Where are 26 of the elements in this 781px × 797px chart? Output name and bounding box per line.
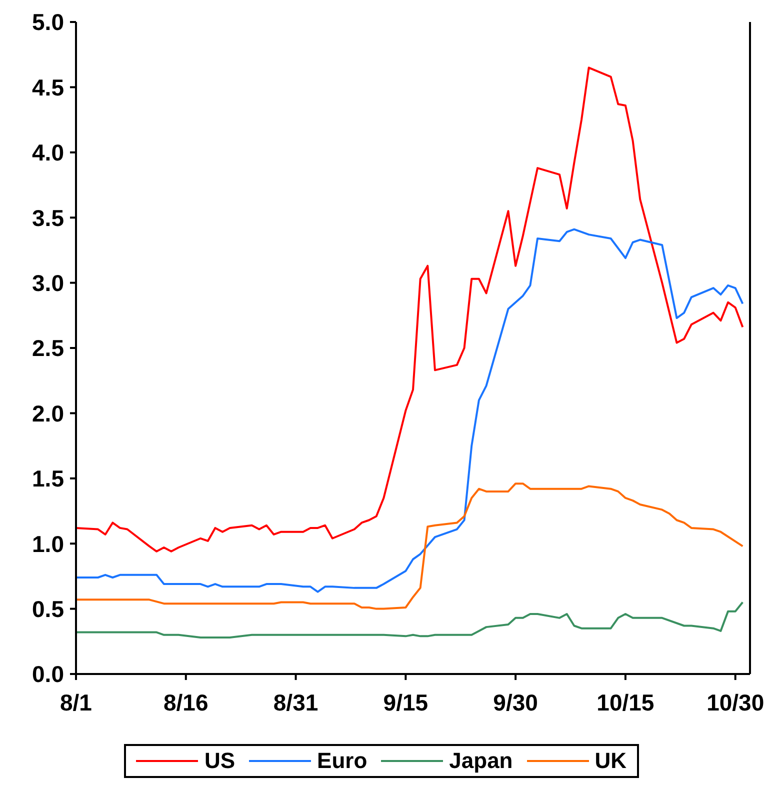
y-tick-label: 2.0	[32, 400, 64, 426]
y-tick-label: 3.5	[32, 204, 64, 231]
legend-label: Japan	[449, 748, 513, 774]
y-tick-label: 1.5	[32, 466, 64, 492]
x-tick-label: 10/30	[706, 689, 764, 716]
y-tick-label: 1.0	[32, 530, 64, 557]
legend-label: Euro	[317, 748, 368, 774]
y-tick-label: 3.0	[32, 270, 64, 296]
x-tick-label: 8/16	[164, 689, 208, 716]
y-tick-label: 2.5	[32, 335, 64, 362]
y-tick-label: 5.0	[32, 9, 64, 36]
y-tick-label: 0.0	[32, 661, 64, 688]
line-series	[76, 66, 744, 552]
x-tick-label: 10/15	[596, 689, 654, 716]
legend-label: UK	[594, 748, 627, 774]
y-tick-label: 0.5	[32, 596, 64, 622]
x-tick-label: 9/15	[383, 689, 428, 716]
x-tick-label: 8/1	[60, 689, 92, 716]
line-series	[76, 482, 744, 610]
legend-label: US	[204, 748, 236, 774]
x-tick-label: 8/31	[273, 689, 318, 716]
y-tick-label: 4.0	[32, 140, 64, 166]
y-tick-label: 4.5	[32, 74, 64, 100]
line-series	[76, 601, 744, 638]
line-series	[76, 228, 744, 593]
x-tick-label: 9/30	[493, 689, 538, 716]
